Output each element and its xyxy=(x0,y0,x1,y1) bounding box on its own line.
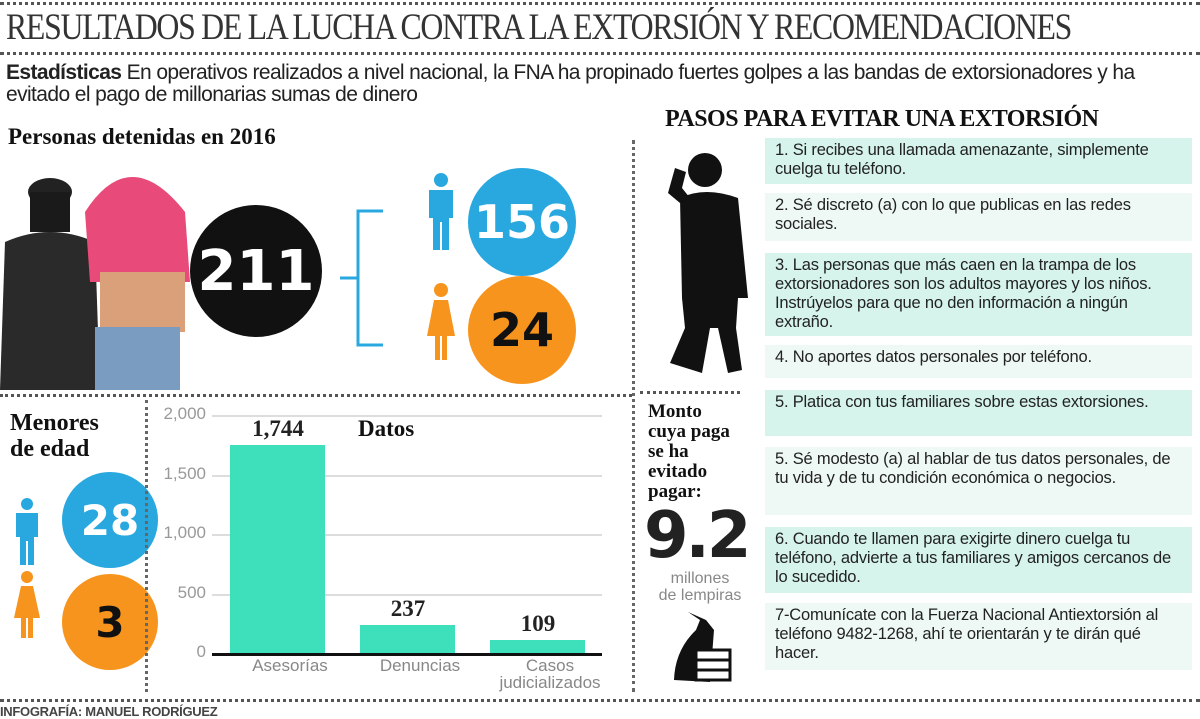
step-item: 4. No aportes datos personales por teléf… xyxy=(765,345,1192,378)
footer-divider xyxy=(0,699,1200,702)
menores-mujeres-circle: 3 xyxy=(62,574,158,670)
female-icon xyxy=(14,571,40,638)
bar-value-label: 1,744 xyxy=(252,416,304,442)
vertical-divider xyxy=(632,140,635,692)
pasos-heading: PASOS PARA EVITAR UNA EXTORSIÓN xyxy=(665,106,1099,132)
y-tick-label: 2,000 xyxy=(163,404,206,423)
category-label: Casos judicializados xyxy=(499,656,601,692)
gridline xyxy=(212,415,602,417)
bar xyxy=(360,624,455,653)
y-tick-label: 1,500 xyxy=(163,463,206,483)
monto-value: 9.2 xyxy=(644,499,751,573)
step-item: 7-Comunícate con la Fuerza Nacional Anti… xyxy=(765,603,1192,670)
intro-body: En operativos realizados a nivel naciona… xyxy=(6,61,1135,106)
menores-heading: Menores de edad xyxy=(10,410,99,462)
gridline xyxy=(212,534,602,536)
step-item: 2. Sé discreto (a) con lo que publicas e… xyxy=(765,193,1192,241)
step-item: 3. Las personas que más caen en la tramp… xyxy=(765,253,1192,336)
monto-unit: millones de lempiras xyxy=(650,570,750,604)
monto-label-line: se ha xyxy=(648,441,689,462)
page-title: RESULTADOS DE LA LUCHA CONTRA LA EXTORSI… xyxy=(6,7,1072,48)
monto-label: Monto cuya paga se ha evitado pagar: xyxy=(648,402,730,502)
mujeres-detenidas-circle: 24 xyxy=(468,276,576,384)
category-label: Asesorías xyxy=(252,656,328,675)
menores-hombres-circle: 28 xyxy=(62,472,158,568)
bar-value-label: 109 xyxy=(520,611,556,637)
monto-unit-line2: de lempiras xyxy=(658,587,742,604)
chart-title: Datos xyxy=(358,416,415,441)
step-item: 1. Si recibes una llamada amenazante, si… xyxy=(765,138,1192,184)
step-item: 5. Platica con tus familiares sobre esta… xyxy=(765,390,1192,436)
menores-heading-line2: de edad xyxy=(10,436,90,462)
hombres-detenidos-circle: 156 xyxy=(468,168,576,276)
female-icon xyxy=(427,283,455,360)
gridline xyxy=(212,593,602,596)
step-item: 5. Sé modesto (a) al hablar de tus datos… xyxy=(765,447,1192,515)
y-tick-label: 500 xyxy=(177,582,206,602)
monto-label-line: pagar: xyxy=(648,481,702,502)
section-divider xyxy=(0,394,632,397)
person-on-phone-silhouette xyxy=(668,153,748,373)
x-axis xyxy=(212,653,602,656)
bar xyxy=(230,445,325,653)
title-divider xyxy=(0,52,1200,55)
chart-divider xyxy=(145,400,148,692)
step-item: 6. Cuando te llamen para exigirte dinero… xyxy=(765,527,1192,593)
detainees-photo xyxy=(0,152,195,390)
monto-label-line: cuya paga xyxy=(648,421,730,442)
monto-unit-line1: millones xyxy=(670,570,730,587)
menores-heading-line1: Menores xyxy=(10,410,99,436)
bar-value-label: 237 xyxy=(390,595,426,621)
steps-list: 1. Si recibes una llamada amenazante, si… xyxy=(765,138,1192,670)
male-icon xyxy=(16,498,38,565)
monto-label-line: evitado xyxy=(648,461,708,482)
money-bag-icon xyxy=(674,612,732,682)
total-detenidos-circle: 211 xyxy=(190,205,322,337)
bar xyxy=(490,640,585,653)
credit: INFOGRAFÍA: MANUEL RODRÍGUEZ xyxy=(0,704,218,719)
monto-divider xyxy=(640,391,740,394)
intro-lead: Estadísticas xyxy=(6,61,122,84)
gridline xyxy=(212,474,602,477)
bracket-lines xyxy=(340,209,383,347)
y-tick-label: 0 xyxy=(196,642,206,661)
monto-label-line: Monto xyxy=(648,401,702,422)
detenidos-heading: Personas detenidas en 2016 xyxy=(8,124,276,149)
category-label: Denuncias xyxy=(379,656,461,675)
intro-text: Estadísticas En operativos realizados a … xyxy=(6,62,1136,106)
top-divider xyxy=(0,2,1200,5)
y-tick-label: 1,000 xyxy=(163,523,206,542)
male-icon xyxy=(429,173,453,250)
